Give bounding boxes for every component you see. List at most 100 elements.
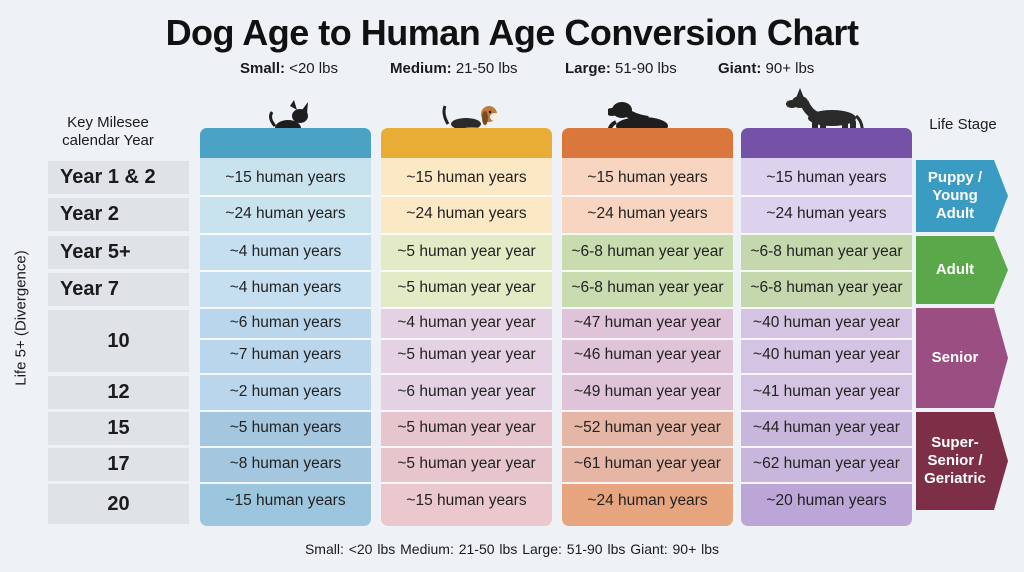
life-stage-label-geriatric: Super-Senior / Geriatric (924, 434, 986, 487)
row-divider (562, 307, 733, 309)
row-divider (200, 410, 371, 412)
row-divider (562, 482, 733, 484)
row-divider (562, 270, 733, 272)
row-divider (381, 338, 552, 340)
row-divider (741, 410, 912, 412)
life-stage-label-senior: Senior (931, 349, 979, 366)
row-divider (381, 373, 552, 375)
row-divider (562, 446, 733, 448)
legend-medium-value: 21-50 lbs (455, 60, 518, 77)
row-divider (562, 233, 733, 235)
row-divider (562, 410, 733, 412)
table-cell: ~15 human years (225, 492, 346, 509)
legend-small-label: Small: (240, 60, 286, 77)
year-cell-1: Year 1 & 2 (48, 161, 189, 194)
row-divider (381, 233, 552, 235)
table-cell: ~41 human year year (753, 383, 900, 400)
table-cell: ~24 human years (587, 205, 708, 222)
key-year-header: Key Milesee calendar Year (48, 114, 168, 150)
table-cell: ~6-8 human year year (750, 279, 903, 296)
table-cell: ~5 human year year (397, 243, 536, 260)
legend-large: Large: 51-90 lbs (565, 60, 677, 77)
table-cell: ~20 human years (766, 492, 887, 509)
life-stage-label-puppy: Puppy / Young Adult (927, 169, 983, 222)
table-cell: ~6-8 human year year (571, 279, 724, 296)
life-stage-header: Life Stage (929, 116, 997, 133)
row-divider (200, 307, 371, 309)
side-axis-label: Life 5+ (Divergence) (12, 250, 30, 386)
row-divider (562, 338, 733, 340)
year-cell-3: Year 5+ (48, 236, 189, 269)
row-divider (200, 446, 371, 448)
row-divider (741, 233, 912, 235)
table-cell: ~5 human years (229, 419, 342, 436)
key-year-header-line2: calendar Year (62, 132, 154, 149)
legend-giant-value: 90+ lbs (765, 60, 815, 77)
row-divider (381, 410, 552, 412)
footer-legend: Small: <20 lbs Medium: 21-50 lbs Large: … (304, 541, 720, 557)
row-divider (381, 482, 552, 484)
column-large (562, 158, 733, 526)
table-cell: ~6 human years (229, 314, 342, 331)
table-cell: ~5 human year year (397, 419, 536, 436)
key-year-header-line1: Key Milesee (67, 114, 149, 131)
table-cell: ~15 human years (766, 169, 887, 186)
table-cell: ~15 human years (225, 169, 346, 186)
row-divider (741, 270, 912, 272)
row-divider (741, 482, 912, 484)
row-divider (200, 195, 371, 197)
row-divider (200, 482, 371, 484)
column-header-large (562, 128, 733, 158)
column-header-giant (741, 128, 912, 158)
legend-large-value: 51-90 lbs (615, 60, 677, 77)
row-divider (200, 233, 371, 235)
life-stage-arrow-geriatric (916, 412, 1008, 510)
year-cell-9: 20 (48, 484, 189, 524)
table-cell: ~40 human year year (753, 314, 900, 331)
table-cell: ~5 human year year (397, 279, 536, 296)
table-cell: ~4 human years (229, 243, 342, 260)
year-cell-7: 15 (48, 412, 189, 445)
life-stage-arrow-adult (916, 236, 1008, 304)
legend-medium: Medium: 21-50 lbs (390, 60, 518, 77)
row-divider (381, 307, 552, 309)
table-cell: ~24 human years (766, 205, 887, 222)
row-divider (381, 195, 552, 197)
row-divider (200, 338, 371, 340)
table-cell: ~44 human year year (753, 419, 900, 436)
year-cell-6: 12 (48, 376, 189, 409)
table-cell: ~4 human years (229, 279, 342, 296)
table-cell: ~4 human year year (397, 314, 536, 331)
legend-medium-label: Medium: (390, 60, 452, 77)
year-cell-2: Year 2 (48, 198, 189, 231)
table-cell: ~52 human year year (574, 419, 721, 436)
legend-small: Small: <20 lbs (240, 60, 338, 77)
row-divider (741, 446, 912, 448)
table-cell: ~2 human years (229, 383, 342, 400)
table-cell: ~6-8 human year year (571, 243, 724, 260)
row-divider (562, 373, 733, 375)
legend-giant: Giant: 90+ lbs (718, 60, 814, 77)
life-stage-arrow-puppy (916, 160, 1008, 232)
table-cell: ~46 human year year (574, 346, 721, 363)
life-stage-arrow-senior (916, 308, 1008, 408)
table-cell: ~5 human year year (397, 455, 536, 472)
year-cell-8: 17 (48, 448, 189, 481)
column-giant (741, 158, 912, 526)
row-divider (741, 195, 912, 197)
table-cell: ~15 human years (587, 169, 708, 186)
table-cell: ~40 human year year (753, 346, 900, 363)
table-cell: ~7 human years (229, 346, 342, 363)
table-cell: ~24 human years (406, 205, 527, 222)
row-divider (562, 195, 733, 197)
table-cell: ~62 human year year (753, 455, 900, 472)
legend-giant-label: Giant: (718, 60, 762, 77)
table-cell: ~6-8 human year year (750, 243, 903, 260)
legend-small-value: <20 lbs (289, 60, 338, 77)
year-cell-4: Year 7 (48, 273, 189, 306)
table-cell: ~49 human year year (574, 383, 721, 400)
table-cell: ~15 human years (406, 492, 527, 509)
row-divider (381, 270, 552, 272)
column-header-small (200, 128, 371, 158)
row-divider (741, 307, 912, 309)
